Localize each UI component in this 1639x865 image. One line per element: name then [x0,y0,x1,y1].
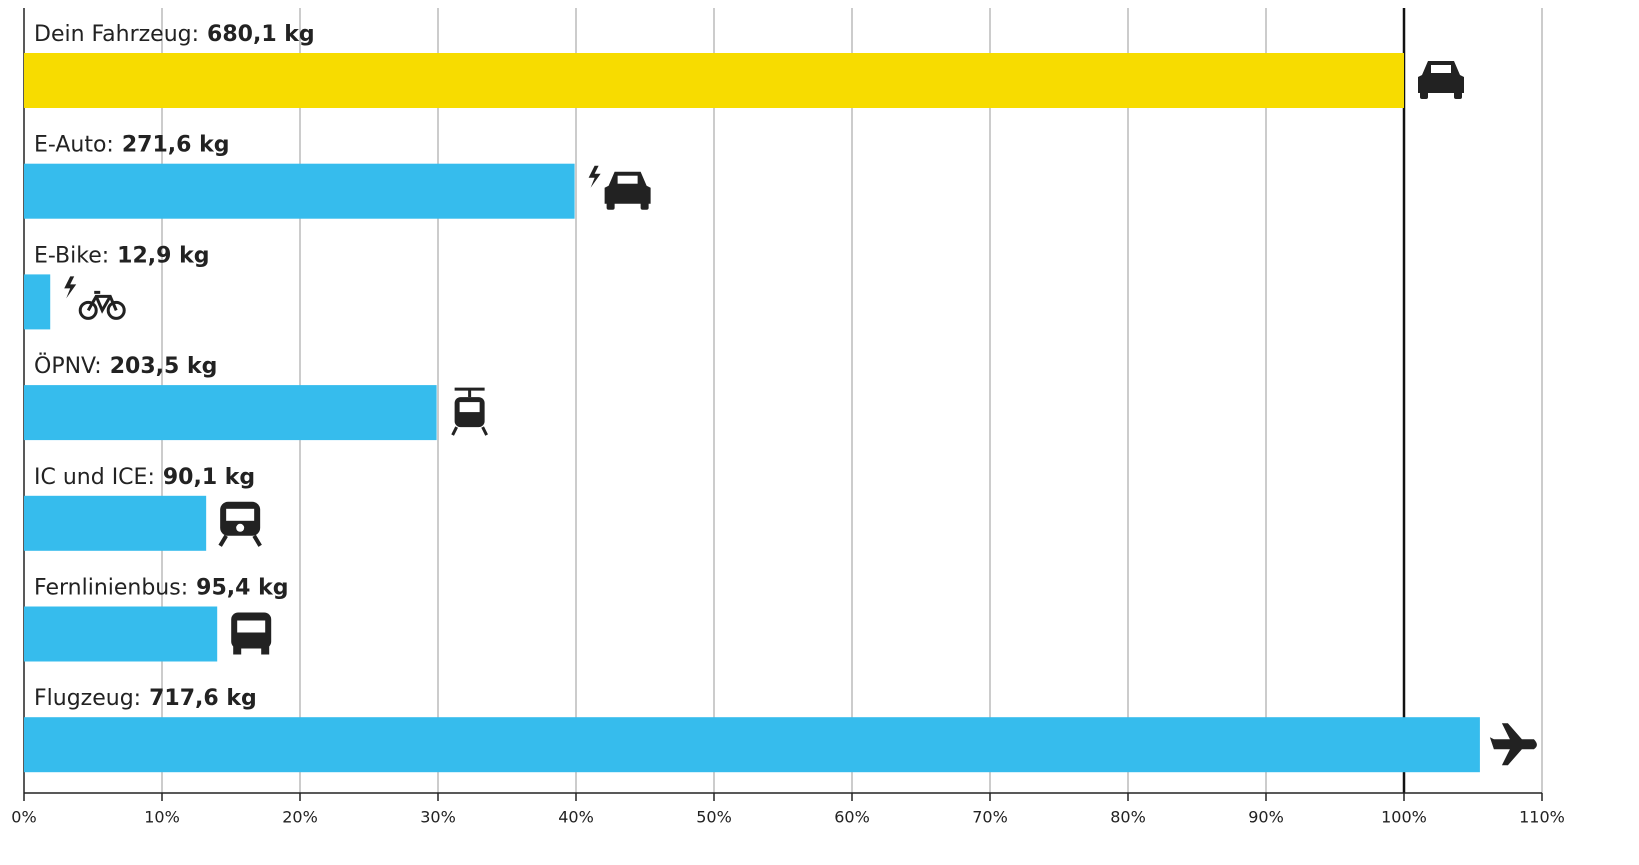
icon-shape [233,646,242,655]
amount-label: 12,9 kg [117,243,209,268]
icon [218,501,262,547]
x-tick-label: 90% [1248,808,1284,827]
icon-shape [236,523,245,532]
category-label: ÖPNV: 203,5 kg [34,353,217,379]
x-tick-label: 40% [558,808,594,827]
category-name: Dein Fahrzeug: [34,22,199,47]
icon [451,387,488,436]
category-name: E-Bike: [34,243,109,268]
icon-shape [588,165,601,188]
icon-shape [237,620,266,633]
icon-shape [606,201,615,210]
x-tick-label: 70% [972,808,1008,827]
category-name: Flugzeug: [34,686,141,711]
category-name: ÖPNV: [34,353,102,379]
icon-shape [617,175,638,184]
icon-shape [86,290,118,314]
category-name: Fernlinienbus: [34,576,188,601]
amount-label: 271,6 kg [122,133,230,158]
icon [1418,61,1464,99]
bar [24,163,575,219]
bar [24,606,218,662]
icon-shape [459,402,480,413]
bar [24,717,1480,773]
bar [24,53,1404,108]
category-label: E-Bike: 12,9 kg [34,243,210,268]
amount-label: 90,1 kg [163,465,255,490]
category-label: IC und ICE: 90,1 kg [34,465,255,490]
icon [588,165,651,210]
category-label: Fernlinienbus: 95,4 kg [34,576,288,601]
icon-shape [1420,91,1428,99]
x-tick-label: 50% [696,808,732,827]
amount-label: 717,6 kg [149,686,257,711]
amount-label: 680,1 kg [207,22,315,47]
x-tick-label: 10% [144,808,180,827]
icon-shape [106,300,126,320]
icon [1489,723,1537,766]
icon-shape [78,300,98,320]
icon-shape [64,276,77,299]
category-name: E-Auto: [34,133,114,158]
icon-shape [1431,65,1451,73]
icon-shape [1418,61,1464,93]
icon-shape [1489,723,1537,766]
icon [231,612,272,655]
icon-shape [640,201,649,210]
icon-shape [1454,91,1462,99]
x-tick-label: 20% [282,808,318,827]
x-tick-label: 80% [1110,808,1146,827]
x-tick-label: 0% [11,808,36,827]
bar [24,385,437,441]
icon-shape [218,534,262,547]
icon [64,276,126,320]
bar [24,274,51,330]
x-tick-label: 60% [834,808,870,827]
category-label: E-Auto: 271,6 kg [34,133,230,158]
category-label: Dein Fahrzeug: 680,1 kg [34,22,315,47]
x-tick-label: 30% [420,808,456,827]
category-name: IC und ICE: [34,465,155,490]
icon-shape [261,646,270,655]
x-tick-label: 100% [1381,808,1427,827]
icon-shape [451,426,488,436]
icon-shape [226,508,255,521]
bar [24,495,207,551]
x-tick-label: 110% [1519,808,1565,827]
icon-shape [454,387,485,398]
category-label: Flugzeug: 717,6 kg [34,686,257,711]
amount-label: 95,4 kg [196,576,288,601]
amount-label: 203,5 kg [110,354,218,379]
icon-shape [604,171,651,204]
